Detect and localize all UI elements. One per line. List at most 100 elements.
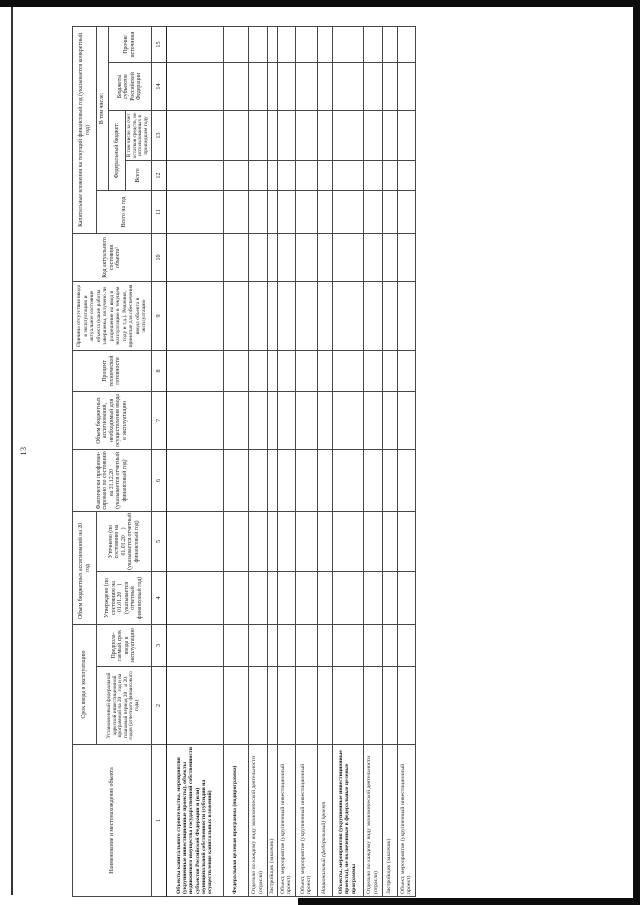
col-header-reason-no-commissioning: Причина отсутствия ввода в эксплуатацию … [72, 281, 152, 351]
empty-cell [363, 62, 383, 111]
column-number: 6 [151, 449, 167, 512]
scan-edge-bar [298, 898, 633, 905]
empty-cell [248, 624, 268, 667]
empty-cell [166, 571, 224, 625]
empty-cell [317, 624, 333, 667]
col-header-status-code: Код актуального состояния объекта¹ [72, 233, 152, 282]
header-row-1: Наименование и местонахождение объекта С… [72, 26, 152, 897]
empty-cell [295, 62, 318, 111]
empty-cell [332, 391, 364, 450]
empty-cell [332, 190, 364, 234]
empty-cell [277, 233, 296, 282]
empty-cell [166, 281, 224, 351]
empty-cell [397, 26, 416, 63]
empty-cell [382, 110, 398, 161]
empty-cell [267, 160, 278, 191]
empty-cell [382, 571, 398, 625]
empty-cell [382, 62, 398, 111]
empty-cell [397, 190, 416, 234]
table-row: Застройщик (заказчик) [382, 26, 398, 897]
empty-cell [223, 160, 249, 191]
empty-cell [363, 391, 383, 450]
empty-cell [248, 160, 268, 191]
column-number: 14 [151, 62, 167, 111]
table-row: Отдельно по каждому виду экономической д… [363, 26, 383, 897]
empty-cell [267, 281, 278, 351]
empty-cell [267, 190, 278, 234]
column-number: 8 [151, 350, 167, 392]
empty-cell [332, 350, 364, 392]
empty-cell [248, 190, 268, 234]
empty-cell [277, 449, 296, 512]
empty-cell [248, 110, 268, 161]
empty-cell [363, 110, 383, 161]
column-number: 3 [151, 624, 167, 667]
empty-cell [267, 350, 278, 392]
empty-cell [332, 449, 364, 512]
empty-cell [317, 190, 333, 234]
col-header-readiness-percent: Процент техничес­кой готов­ности [72, 350, 152, 392]
empty-cell [223, 624, 249, 667]
empty-cell [248, 571, 268, 625]
empty-cell [363, 160, 383, 191]
empty-cell [363, 190, 383, 234]
empty-cell [267, 449, 278, 512]
empty-cell [317, 350, 333, 392]
row-label: Объекты капитального строительства, меро… [166, 744, 224, 897]
empty-cell [267, 571, 278, 625]
empty-cell [277, 160, 296, 191]
col-header-allocations-needed: Объем бюджетных ассигнований, необходимы… [72, 391, 152, 450]
empty-cell [267, 233, 278, 282]
empty-cell [295, 624, 318, 667]
empty-cell [317, 110, 333, 161]
empty-cell [397, 449, 416, 512]
empty-cell [248, 62, 268, 111]
empty-cell [382, 350, 398, 392]
empty-cell [223, 26, 249, 63]
empty-cell [332, 62, 364, 111]
empty-cell [166, 26, 224, 63]
empty-cell [363, 26, 383, 63]
empty-cell [223, 110, 249, 161]
empty-cell [382, 666, 398, 745]
empty-cell [166, 449, 224, 512]
empty-cell [382, 391, 398, 450]
empty-cell [295, 160, 318, 191]
empty-cell [332, 160, 364, 191]
empty-cell [166, 110, 224, 161]
empty-cell [397, 233, 416, 282]
row-label: Отдельно по каждому виду экономической д… [248, 744, 268, 897]
empty-cell [397, 624, 416, 667]
empty-cell [317, 233, 333, 282]
empty-cell [223, 391, 249, 450]
empty-cell [317, 391, 333, 450]
group-header-commissioning-term: Срок ввода в эксплуатацию [72, 624, 97, 745]
empty-cell [166, 160, 224, 191]
table-row: Национальный (федеральный) проект [317, 26, 333, 897]
empty-cell [382, 624, 398, 667]
row-label: Объект, мероприятие (укрупненный инвести… [397, 744, 416, 897]
table-row: Объекты капитального строительства, меро… [166, 26, 224, 897]
empty-cell [295, 233, 318, 282]
empty-cell [223, 350, 249, 392]
empty-cell [382, 281, 398, 351]
empty-cell [382, 511, 398, 572]
empty-cell [382, 233, 398, 282]
empty-cell [277, 624, 296, 667]
empty-cell [363, 571, 383, 625]
empty-cell [267, 624, 278, 667]
empty-cell [166, 190, 224, 234]
col-header-actually-financed: Фактически профинан­сировано по состояни… [72, 449, 152, 512]
empty-cell [317, 666, 333, 745]
empty-cell [223, 281, 249, 351]
empty-cell [382, 26, 398, 63]
scan-edge-line [11, 7, 13, 895]
empty-cell [317, 511, 333, 572]
empty-cell [248, 449, 268, 512]
empty-cell [248, 26, 268, 63]
empty-cell [295, 449, 318, 512]
group-header-federal-budget: Федеральный бюджет: [108, 110, 126, 191]
row-label: Объект, мероприятие (укрупненный инвести… [295, 744, 318, 897]
